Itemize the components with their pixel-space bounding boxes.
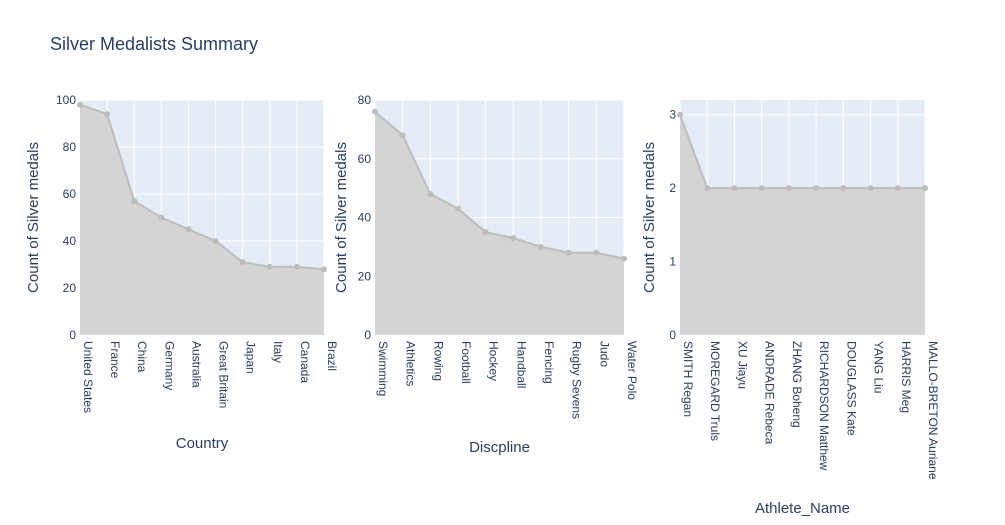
y-axis-title: Count of Silver medals [333,142,350,293]
data-point[interactable] [455,205,461,212]
x-tick-label: Rowing [431,341,445,381]
data-point[interactable] [867,185,874,192]
data-point[interactable] [785,185,792,192]
x-tick-label: Fencing [542,341,556,384]
area-fill [375,111,624,335]
x-tick-label: Great Britain [217,341,231,408]
chart-title: Silver Medalists Summary [50,34,258,54]
x-tick-label: ZHANG Boheng [790,341,804,428]
x-tick-label: YANG Liu [872,341,886,393]
subplot-2: 0 20 40 60 80 Swimming Athletics Rowing Football… [333,93,639,456]
x-tick-label: DOUGLASS Kate [844,341,858,436]
x-axis-title: Athlete_Name [755,500,850,517]
data-point[interactable] [704,185,711,192]
x-tick-label: Rugby Sevens [570,341,584,419]
data-point[interactable] [399,132,406,139]
x-axis-title: Country [176,435,229,452]
x-tick-label: Judo [597,341,611,367]
x-tick-label: Brazil [325,341,339,371]
x-tick-label: Athletics [404,341,418,386]
y-tick-label: 80 [358,93,372,107]
y-tick-label: 0 [669,328,676,342]
y-axis-title: Count of Silver medals [25,142,42,293]
data-point[interactable] [482,229,489,236]
data-point[interactable] [510,235,517,242]
x-tick-label: China [135,341,149,373]
x-tick-label: Swimming [376,341,390,396]
x-tick-label: Handball [514,341,528,388]
y-tick-label: 60 [358,152,372,166]
x-tick-label: United States [81,341,95,413]
data-point[interactable] [239,259,246,266]
x-tick-label: Hockey [487,341,501,381]
data-point[interactable] [922,185,928,192]
x-tick-label: XU Jiayu [735,341,749,389]
y-tick-label: 80 [63,140,77,154]
y-tick-label: 40 [358,211,372,225]
data-point[interactable] [372,108,378,115]
data-point[interactable] [266,263,273,270]
y-tick-label: 0 [364,328,371,342]
area-fill [80,104,324,335]
y-tick-label: 2 [669,181,676,195]
x-tick-label: Italy [271,341,285,363]
data-point[interactable] [731,185,738,192]
data-point[interactable] [212,238,219,244]
data-point[interactable] [565,249,572,256]
x-tick-label: HARRIS Meg [899,341,913,413]
data-point[interactable] [894,185,901,192]
data-point[interactable] [321,266,327,273]
y-tick-label: 1 [669,255,676,269]
data-point[interactable] [104,111,111,118]
y-tick-label: 20 [358,269,372,283]
series-line [79,103,325,271]
x-tick-label: SMITH Regan [681,341,695,417]
x-tick-label: Football [459,341,473,384]
area-fill [680,114,925,335]
data-point[interactable] [427,191,434,197]
x-tick-label: Germany [162,341,176,390]
y-tick-label: 20 [63,281,77,295]
data-point[interactable] [185,226,192,233]
subplot-3: 0 1 2 3 SMITH Regan MOREGARD Truls XU Jiayu AND… [641,100,940,517]
subplot-1: 0 20 40 60 80 100 United States France China Germ… [25,93,339,452]
x-axis-title: Discpline [469,439,530,456]
y-tick-label: 0 [69,328,76,342]
data-point[interactable] [813,185,820,192]
x-tick-label: Canada [298,341,312,383]
data-point[interactable] [677,111,683,118]
data-point[interactable] [77,101,83,108]
data-point[interactable] [621,255,627,262]
data-point[interactable] [131,198,138,205]
y-axis-title: Count of Silver medals [641,142,658,293]
y-tick-label: 100 [56,93,76,107]
data-point[interactable] [593,249,600,256]
series-line [679,114,925,190]
data-point[interactable] [158,214,165,221]
data-point[interactable] [538,243,544,250]
x-tick-label: MOREGARD Truls [708,341,722,441]
x-tick-label: Australia [189,341,203,388]
data-point[interactable] [758,185,765,192]
series-line [374,110,625,260]
x-tick-label: France [108,341,122,379]
x-tick-label: RICHARDSON Matthew [817,341,831,471]
y-tick-label: 40 [63,234,77,248]
x-tick-label: MALLO-BRETON Auriane [926,341,940,480]
data-point[interactable] [840,185,847,192]
y-tick-label: 60 [63,187,77,201]
x-tick-label: Water Polo [625,341,639,400]
y-tick-label: 3 [669,108,676,122]
x-tick-label: ANDRADE Rebeca [763,341,777,445]
data-point[interactable] [293,263,300,270]
x-tick-label: Japan [244,341,258,374]
